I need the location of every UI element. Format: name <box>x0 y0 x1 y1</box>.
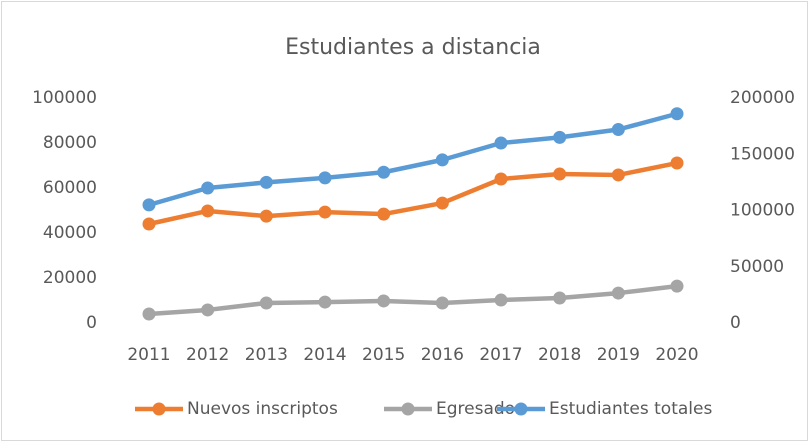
data-point <box>670 156 684 170</box>
y2-tick-label: 100000 <box>730 201 795 221</box>
data-point <box>201 181 215 195</box>
x-tick-label: 2016 <box>421 345 464 365</box>
legend-label: Nuevos inscriptos <box>187 399 338 419</box>
data-point <box>142 307 156 321</box>
y-tick-label: 100000 <box>32 88 97 108</box>
x-tick-label: 2017 <box>479 345 522 365</box>
chart-title: Estudiantes a distancia <box>285 35 541 60</box>
series-line <box>148 283 678 317</box>
data-point <box>318 295 332 309</box>
data-point <box>494 136 508 150</box>
data-point <box>318 205 332 219</box>
data-point <box>435 153 449 167</box>
x-tick-label: 2014 <box>303 345 346 365</box>
y2-tick-label: 50000 <box>730 257 784 277</box>
data-point <box>670 107 684 121</box>
data-point <box>553 130 567 144</box>
data-point <box>142 198 156 212</box>
data-point <box>142 217 156 231</box>
y2-tick-label: 200000 <box>730 88 795 108</box>
data-point <box>494 172 508 186</box>
data-point <box>435 196 449 210</box>
x-tick-label: 2013 <box>245 345 288 365</box>
legend-label: Estudiantes totales <box>549 399 712 419</box>
y-tick-label: 40000 <box>43 223 97 243</box>
legend-label: Egresados <box>436 399 524 419</box>
legend-swatch-marker <box>514 402 528 416</box>
data-point <box>611 123 625 136</box>
x-tick-label: 2020 <box>655 345 698 365</box>
data-point <box>377 207 391 221</box>
data-point <box>377 165 391 179</box>
data-point <box>201 303 215 317</box>
y-tick-label: 0 <box>86 313 97 333</box>
data-point <box>553 167 567 181</box>
data-point <box>494 293 508 307</box>
series-line <box>148 160 678 227</box>
data-point <box>435 296 449 310</box>
data-point <box>201 204 215 218</box>
y-tick-label: 20000 <box>43 268 97 288</box>
x-tick-label: 2018 <box>538 345 581 365</box>
y-tick-label: 80000 <box>43 133 97 153</box>
data-point <box>670 279 684 293</box>
data-point <box>259 209 273 223</box>
data-point <box>611 286 625 300</box>
data-point <box>259 296 273 310</box>
data-point <box>259 175 273 189</box>
y-tick-label: 60000 <box>43 178 97 198</box>
series-line <box>148 111 678 208</box>
x-tick-label: 2012 <box>186 345 229 365</box>
x-tick-label: 2011 <box>127 345 170 365</box>
x-tick-label: 2015 <box>362 345 405 365</box>
x-tick-label: 2019 <box>597 345 640 365</box>
data-point <box>377 294 391 308</box>
legend-swatch-marker <box>401 402 415 416</box>
data-point <box>611 168 625 182</box>
data-point <box>553 291 567 305</box>
data-point <box>318 171 332 185</box>
legend-swatch-marker <box>152 402 166 416</box>
y2-tick-label: 0 <box>730 313 741 333</box>
y2-tick-label: 150000 <box>730 144 795 164</box>
